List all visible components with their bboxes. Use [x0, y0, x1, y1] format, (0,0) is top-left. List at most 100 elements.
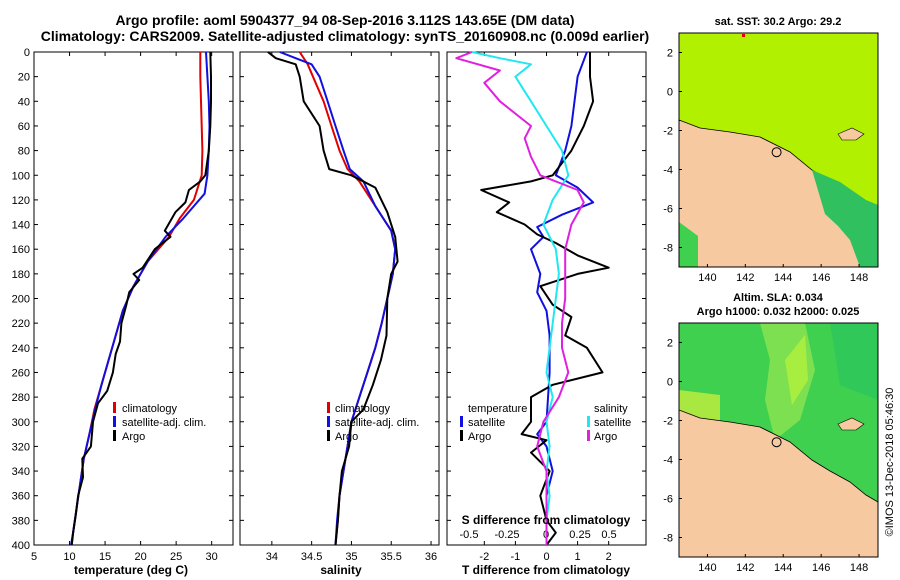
depth-tick-label: 40	[18, 96, 30, 108]
legend-climatology-swatch	[113, 402, 116, 413]
salinity-panel: 34 34.5 35 35.5 36 salinity climatology sate…	[239, 51, 440, 577]
sst-map-frame	[678, 32, 879, 268]
legend-satellite-label: satellite-adj. clim.	[335, 417, 419, 429]
header-line-1: Argo profile: aoml 5904377_94 08-Sep-201…	[115, 12, 574, 28]
sla-map: Altim. SLA: 0.034 Argo h1000: 0.032 h200…	[663, 292, 879, 574]
depth-tick-label: 200	[12, 294, 30, 306]
sla-map-frame	[678, 322, 879, 558]
legend-satellite-swatch	[327, 416, 330, 427]
map-lat-tick-label: 0	[667, 87, 673, 99]
map-lat-tick-label: -4	[663, 165, 673, 177]
series-line-argo	[70, 51, 212, 546]
difference-legend-salinity: salinity satellite Argo	[587, 403, 631, 443]
depth-tick-label: 320	[12, 441, 30, 453]
x-tick-label: -1	[511, 551, 521, 563]
legend-climatology-swatch	[327, 402, 330, 413]
depth-tick-label: 220	[12, 318, 30, 330]
sla-peak-band	[785, 335, 808, 405]
map-lat-tick-label: -8	[663, 533, 673, 545]
map-lat-tick-label: 0	[667, 377, 673, 389]
s-diff-tick-label: 0.5	[601, 529, 616, 541]
map-lat-tick-label: -4	[663, 455, 673, 467]
legend-climatology-label: climatology	[335, 403, 391, 415]
legend-argo-label: Argo	[122, 431, 145, 443]
map-lat-tick-label: -6	[663, 204, 673, 216]
x-tick-label: 10	[63, 551, 75, 563]
legend-argo-swatch	[327, 430, 330, 441]
map-lon-tick-label: 146	[812, 562, 830, 574]
sst-warm-pixel	[742, 34, 745, 37]
sla-profile-location-marker	[771, 437, 782, 448]
map-lat-tick-label: -2	[663, 416, 673, 428]
imos-watermark: ©IMOS 13-Dec-2018 05:46:30	[884, 388, 896, 537]
depth-tick-label: 60	[18, 121, 30, 133]
s-diff-tick-label: -0.5	[460, 529, 479, 541]
sst-island	[837, 127, 865, 141]
temperature-xlabel: temperature (deg C)	[74, 563, 188, 577]
depth-tick-label: 100	[12, 170, 30, 182]
map-lon-tick-label: 142	[736, 562, 754, 574]
x-tick-label: 20	[134, 551, 146, 563]
legend-s-argo-label: Argo	[594, 431, 617, 443]
map-lon-tick-label: 148	[850, 272, 868, 284]
sla-map-title: Altim. SLA: 0.034	[733, 292, 824, 304]
x-tick-label: 34	[266, 551, 278, 563]
map-lon-tick-label: 146	[812, 272, 830, 284]
legend-t-argo-swatch	[460, 430, 463, 441]
sst-cool-west-patch	[679, 222, 698, 267]
salinity-legend: climatology satellite-adj. clim. Argo	[327, 402, 419, 443]
sst-map: sat. SST: 30.2 Argo: 29.2 140 142 144 146 14…	[663, 16, 879, 284]
depth-tick-label: 160	[12, 244, 30, 256]
depth-tick-label: 180	[12, 269, 30, 281]
map-lat-tick-label: -8	[663, 243, 673, 255]
salinity-xlabel: salinity	[320, 563, 362, 577]
depth-tick-label: 20	[18, 72, 30, 84]
depth-tick-label: 300	[12, 417, 30, 429]
series-line-satellite-adj-clim-	[279, 51, 397, 546]
temperature-plot-frame	[33, 51, 234, 546]
map-lat-tick-label: -2	[663, 126, 673, 138]
x-tick-label: 35.5	[381, 551, 402, 563]
legend-t-argo-label: Argo	[468, 431, 491, 443]
salinity-plot-frame	[239, 51, 440, 546]
sla-east-band	[830, 323, 878, 400]
s-diff-tick-label: -0.25	[494, 529, 519, 541]
map-lon-tick-label: 140	[698, 272, 716, 284]
map-lat-tick-label: -6	[663, 494, 673, 506]
depth-tick-label: 400	[12, 540, 30, 552]
t-difference-xlabel: T difference from climatology	[462, 563, 630, 577]
depth-tick-label: 380	[12, 515, 30, 527]
depth-tick-label: 360	[12, 491, 30, 503]
series-line-argo	[267, 51, 399, 546]
depth-tick-label: 260	[12, 367, 30, 379]
s-difference-xlabel: S difference from climatology	[462, 513, 631, 527]
legend-satellite-swatch	[113, 416, 116, 427]
depth-tick-label: 120	[12, 195, 30, 207]
x-tick-label: 36	[425, 551, 437, 563]
x-tick-label: 15	[99, 551, 111, 563]
legend-argo-swatch	[113, 430, 116, 441]
sst-cool-coastal-patch	[812, 170, 878, 267]
depth-tick-label: 140	[12, 220, 30, 232]
map-lat-tick-label: 2	[667, 338, 673, 350]
legend-t-satellite-swatch	[460, 416, 463, 427]
map-lon-tick-label: 144	[774, 562, 792, 574]
depth-tick-label: 80	[18, 146, 30, 158]
map-lat-tick-label: 2	[667, 48, 673, 60]
map-lon-tick-label: 148	[850, 562, 868, 574]
map-lon-tick-label: 144	[774, 272, 792, 284]
x-tick-label: 5	[31, 551, 37, 563]
header-line-2: Climatology: CARS2009. Satellite-adjuste…	[41, 28, 649, 44]
series-line-salinity-argo	[455, 51, 585, 545]
difference-panel: -2 -1 0 1 2-0.5 -0.25 0 0.25 0.5 S difference fr…	[446, 51, 647, 577]
x-tick-label: 0	[543, 551, 549, 563]
sst-map-title: sat. SST: 30.2 Argo: 29.2	[715, 16, 842, 28]
series-line-salinity-satellite	[471, 51, 570, 545]
sla-map-subtitle: Argo h1000: 0.032 h2000: 0.025	[697, 306, 860, 318]
sla-land-new-guinea	[679, 409, 878, 557]
x-tick-label: 2	[606, 551, 612, 563]
x-tick-label: 25	[170, 551, 182, 563]
depth-tick-label: 240	[12, 343, 30, 355]
sla-island	[837, 417, 865, 431]
